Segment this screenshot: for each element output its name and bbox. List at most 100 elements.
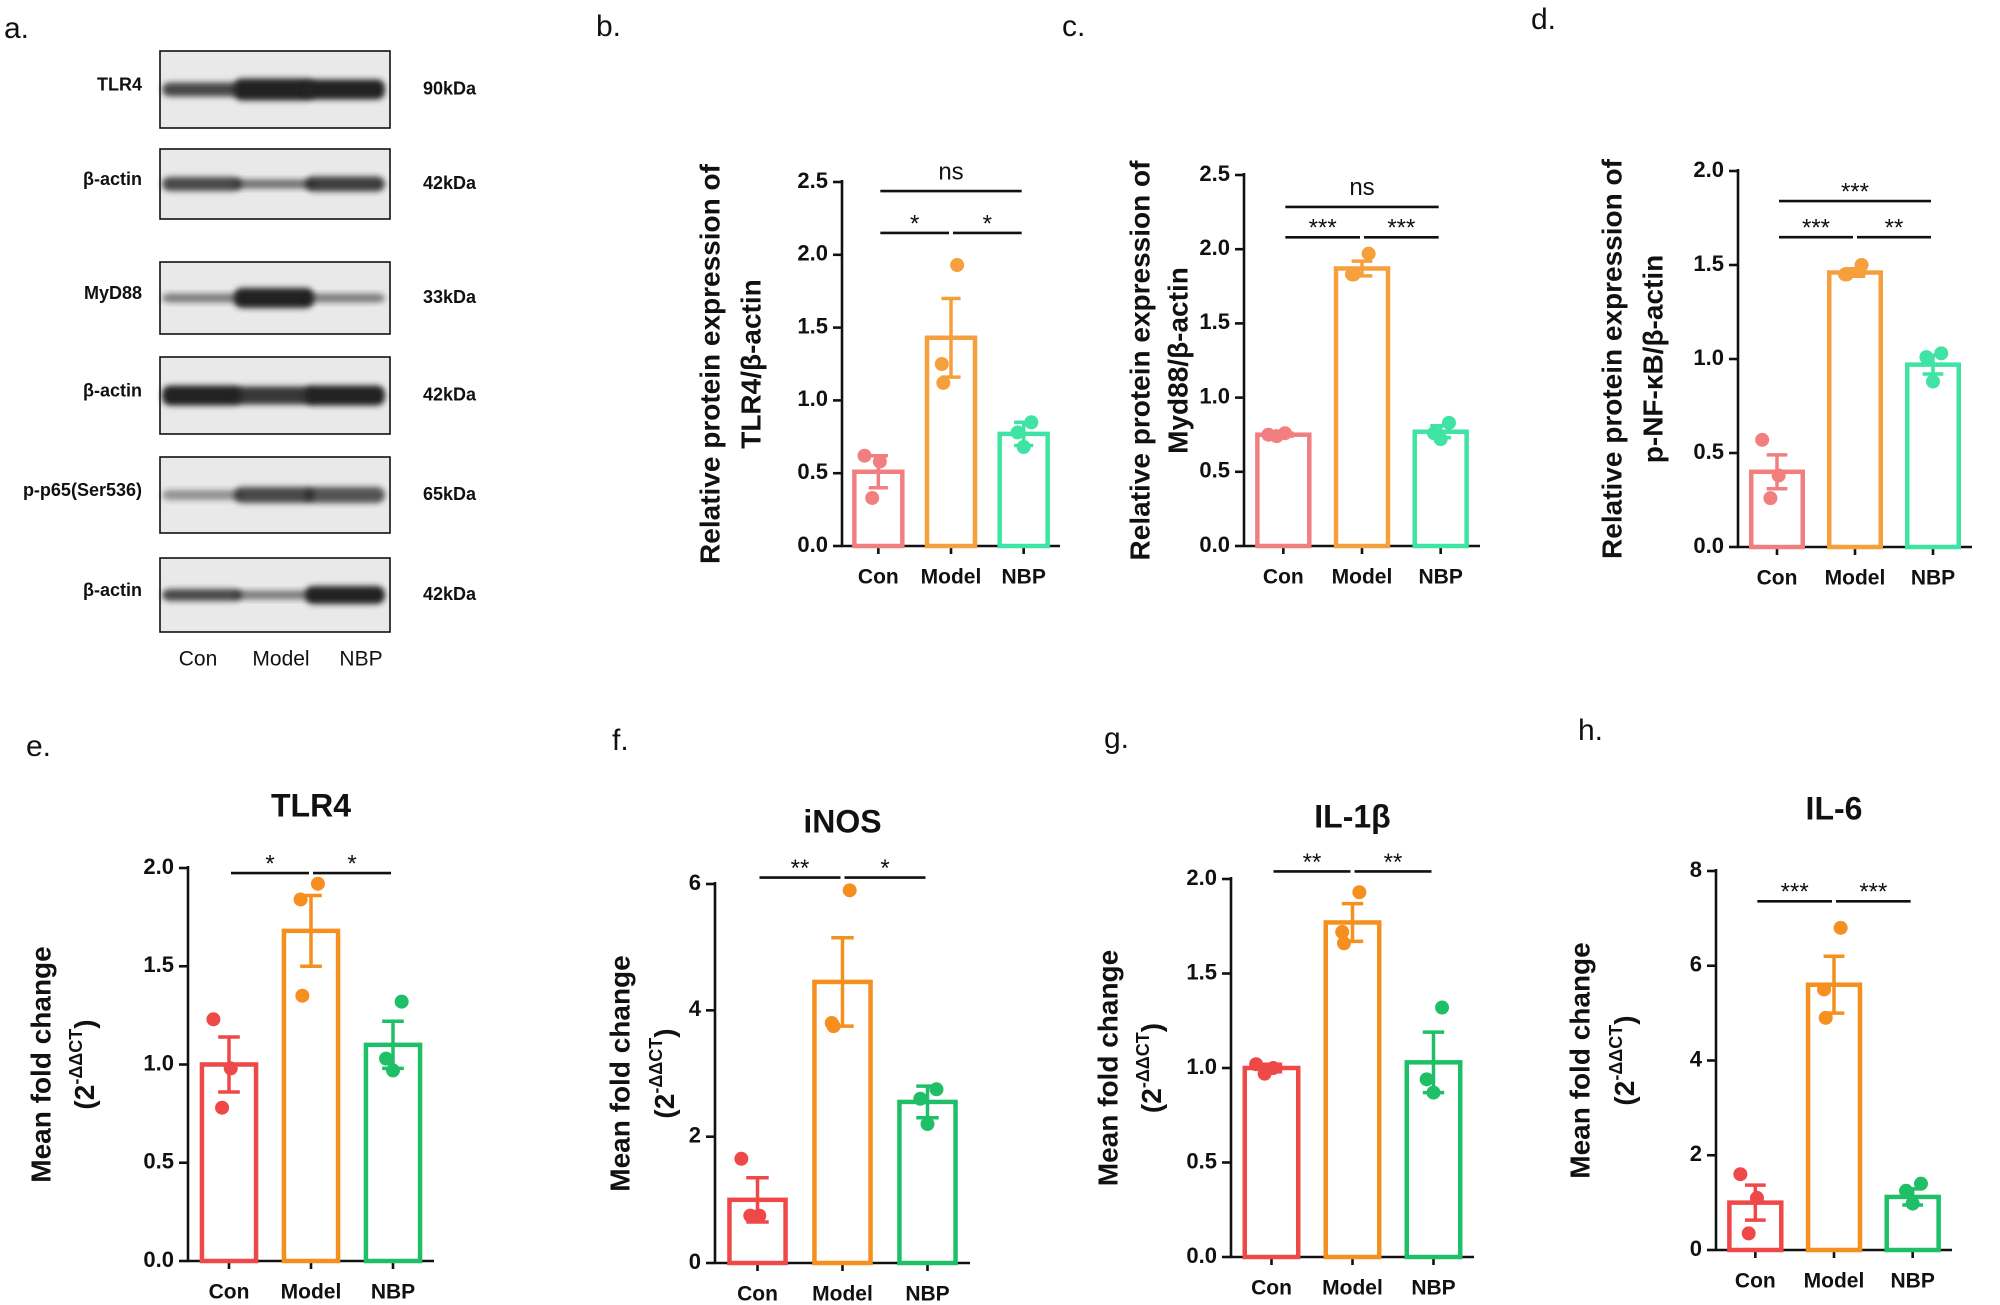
data-point [1818, 1010, 1833, 1025]
y-tick-label: 1.0 [1199, 383, 1230, 408]
bar [1323, 920, 1382, 1260]
unit-exponent: -ΔΔCT [646, 1038, 666, 1094]
y-tick-label: 2.0 [1199, 235, 1230, 260]
data-point [1335, 924, 1350, 939]
panel-label: a. [4, 12, 29, 45]
bar [1412, 429, 1469, 549]
blot-size-label: 90kDa [423, 78, 477, 98]
data-point [1426, 1085, 1441, 1100]
data-point [215, 1100, 230, 1115]
data-point [1905, 1196, 1920, 1211]
chart-title: iNOS [803, 803, 881, 839]
x-tick-label: Con [209, 1281, 250, 1304]
y-tick-label: 2.0 [1693, 157, 1724, 182]
significance-label: * [910, 210, 919, 237]
x-tick-label: Model [1804, 1270, 1865, 1293]
y-axis-label: Relative protein expression of [1124, 160, 1155, 561]
y-tick-label: 0.5 [1199, 458, 1230, 483]
y-tick-label: 0.5 [1693, 439, 1724, 464]
data-point [386, 1063, 400, 1078]
y-tick-label: 1.0 [1186, 1054, 1217, 1079]
data-point [1269, 429, 1284, 444]
y-tick-label: 2.0 [1186, 865, 1217, 890]
bar [1255, 432, 1312, 549]
data-point [1016, 439, 1031, 454]
y-tick-label: 2 [689, 1122, 701, 1147]
chart: b. Relative protein expression of TLR4/β-a… [596, 10, 1060, 589]
significance-label: ** [1303, 849, 1322, 876]
x-tick-label: NBP [905, 1283, 949, 1305]
blot-band [234, 487, 314, 503]
blot-band [162, 385, 242, 406]
blot-band [162, 293, 242, 303]
x-tick-label: Model [1825, 567, 1886, 590]
data-point [293, 892, 308, 907]
chart: g. IL-1β Mean fold change (2-ΔΔCT) 0.0 0.5 1.0… [1092, 722, 1474, 1300]
blot-band [234, 78, 314, 101]
significance-label: *** [1841, 178, 1869, 205]
significance-label: * [347, 850, 356, 877]
y-tick-label: 0.5 [1186, 1148, 1217, 1173]
data-point [1755, 432, 1770, 447]
blot-row-label: β-actin [83, 380, 142, 400]
blot-band [305, 176, 385, 192]
unit-exponent: -ΔΔCT [1133, 1032, 1153, 1088]
data-point [1833, 920, 1848, 935]
chart: h. IL-6 Mean fold change (2-ΔΔCT) 0 2 4 6 8 Con Mo… [1564, 714, 1952, 1293]
data-point [1010, 425, 1025, 440]
blot-band [162, 177, 242, 191]
y-tick-label: 0.0 [1199, 532, 1230, 557]
unit-base: (2 [1136, 1088, 1167, 1113]
unit-base: (2 [69, 1085, 100, 1110]
chart-title: IL-6 [1806, 790, 1863, 826]
blot-row-label: TLR4 [97, 74, 142, 94]
significance-label: ** [1885, 215, 1904, 242]
blot-size-label: 42kDa [423, 173, 477, 193]
y-tick-label: 2.5 [797, 168, 828, 193]
y-tick-label: 0.0 [797, 532, 828, 557]
y-axis-unit: (2-ΔΔCT) [1606, 1015, 1641, 1105]
y-tick-label: 8 [1690, 857, 1702, 882]
data-point [1741, 1226, 1756, 1241]
data-point [1346, 267, 1361, 282]
significance-label: *** [1859, 879, 1887, 906]
bar [1827, 270, 1883, 550]
data-point [1024, 415, 1039, 430]
panel-label: b. [596, 10, 621, 43]
significance-label: *** [1802, 215, 1830, 242]
bar [812, 979, 873, 1266]
data-point [872, 454, 887, 469]
y-axis-label: Mean fold change [1092, 950, 1123, 1186]
blot-band [234, 288, 314, 308]
chart: f. iNOS Mean fold change (2-ΔΔCT) 0 2 4 6 Con Mod… [604, 724, 970, 1305]
blot-band [234, 386, 314, 405]
significance-label: ns [938, 158, 963, 185]
x-tick-label: NBP [1911, 567, 1955, 590]
x-tick-label: Model [281, 1281, 342, 1304]
y-axis-label: p-NF-κB/β-actin [1637, 255, 1668, 463]
y-axis-unit: (2-ΔΔCT) [1133, 1023, 1168, 1113]
blot-band [305, 586, 385, 604]
lane-label: Con [179, 648, 218, 671]
significance-label: *** [1781, 879, 1809, 906]
data-point [1441, 415, 1456, 430]
y-tick-label: 1.0 [1693, 345, 1724, 370]
y-tick-label: 0 [1690, 1236, 1702, 1261]
y-tick-label: 6 [689, 870, 701, 895]
y-axis-unit: (2-ΔΔCT) [66, 1019, 101, 1109]
lane-label: Model [252, 648, 309, 671]
significance-label: *** [1309, 215, 1337, 242]
data-point [743, 1208, 758, 1223]
y-tick-label: 1.5 [1693, 251, 1724, 276]
bar [1805, 982, 1863, 1253]
x-tick-label: NBP [1418, 566, 1462, 589]
data-point [1257, 1066, 1272, 1081]
data-point [1913, 1176, 1928, 1191]
bar [1905, 362, 1961, 550]
unit-close: ) [1609, 1015, 1640, 1024]
y-axis-unit: (2-ΔΔCT) [646, 1028, 681, 1118]
y-tick-label: 2.5 [1199, 161, 1230, 186]
y-tick-label: 0 [689, 1249, 701, 1274]
x-tick-label: Con [1757, 567, 1798, 590]
